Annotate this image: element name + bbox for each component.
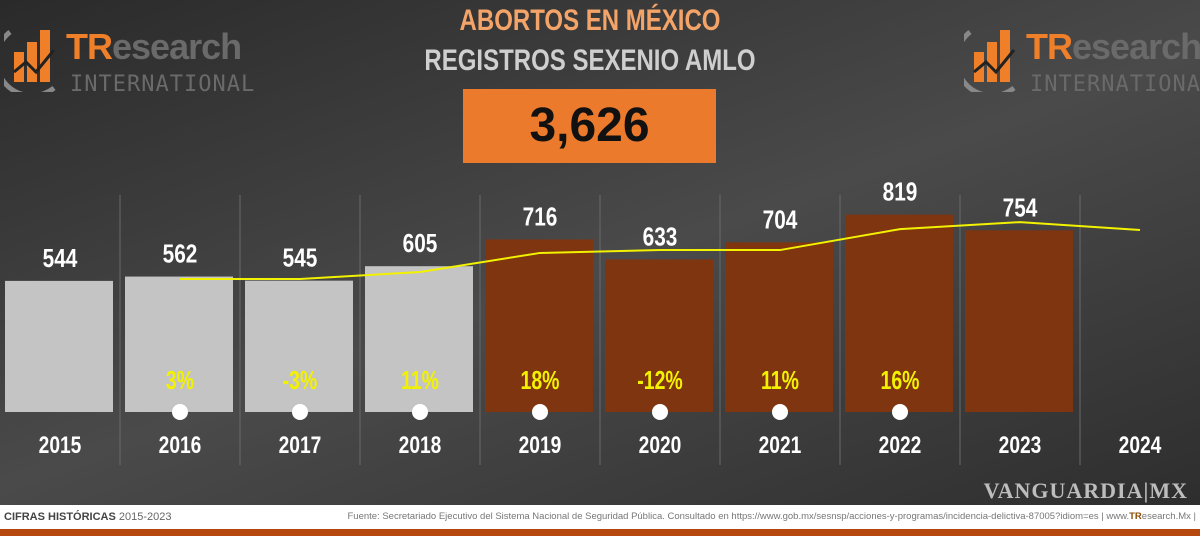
pct-change-label: 18% <box>520 365 559 394</box>
logo-right: TResearch INTERNATIONAL <box>964 22 1200 102</box>
year-label: 2023 <box>999 431 1042 459</box>
source-end: esearch.Mx | <box>1141 511 1196 522</box>
year-label: 2024 <box>1119 431 1162 459</box>
footer: CIFRAS HISTÓRICAS 2015-2023 Fuente: Secr… <box>0 505 1200 529</box>
footer-label: CIFRAS HISTÓRICAS <box>4 511 116 523</box>
logo-text: TR <box>66 26 113 67</box>
bar-2021 <box>725 242 833 412</box>
marker-dot <box>772 404 788 420</box>
value-label: 544 <box>43 244 78 273</box>
year-label: 2015 <box>39 431 82 459</box>
logo-text: TR <box>1026 26 1073 67</box>
value-label: 605 <box>403 229 438 258</box>
source-text: Fuente: Secretariado Ejecutivo del Siste… <box>347 511 1130 522</box>
marker-dot <box>652 404 668 420</box>
year-label: 2020 <box>639 431 682 459</box>
trend-line <box>180 221 1141 280</box>
bar-2015 <box>5 280 113 412</box>
value-label: 819 <box>883 177 918 206</box>
marker-dot <box>292 404 308 420</box>
bar-2023 <box>965 230 1073 412</box>
logo-subtext: INTERNATIONAL <box>1030 72 1200 97</box>
year-label: 2018 <box>399 431 442 459</box>
bar-2022 <box>845 214 953 412</box>
marker-dot <box>172 404 188 420</box>
total-value: 3,626 <box>463 89 716 163</box>
bar-2018 <box>365 266 473 412</box>
logo-bars-icon <box>4 30 56 92</box>
bar-2019 <box>485 239 593 412</box>
marker-dot <box>892 404 908 420</box>
bar-2016 <box>125 276 233 412</box>
marker-dot <box>412 404 428 420</box>
bar-chart: 544 2015 562 3% 2016 545 -3% 2017 605 11% 2018 716 1… <box>5 177 1162 465</box>
logo-left: TResearch INTERNATIONAL <box>4 22 254 102</box>
pct-change-label: 16% <box>880 365 919 394</box>
bar-2020 <box>605 259 713 412</box>
footer-strip <box>0 529 1200 536</box>
year-label: 2016 <box>159 431 202 459</box>
logo-bars-icon <box>964 30 1016 92</box>
pct-change-label: 11% <box>761 365 799 394</box>
watermark: VANGUARDIA|MX <box>983 478 1188 503</box>
value-label: 545 <box>283 243 318 272</box>
logo-subtext: INTERNATIONAL <box>70 72 256 97</box>
year-label: 2017 <box>279 431 322 459</box>
year-label: 2022 <box>879 431 922 459</box>
pct-change-label: -3% <box>283 365 318 394</box>
bar-2017 <box>245 280 353 412</box>
logo-text: esearch <box>1072 26 1200 67</box>
value-label: 754 <box>1003 193 1038 222</box>
pct-change-label: -12% <box>637 365 683 394</box>
chart-title: ABORTOS EN MÉXICO <box>459 4 721 37</box>
pct-change-label: 11% <box>401 365 439 394</box>
value-label: 562 <box>163 239 198 268</box>
value-label: 716 <box>523 202 558 231</box>
year-label: 2021 <box>759 431 802 459</box>
year-label: 2019 <box>519 431 562 459</box>
value-label: 704 <box>763 205 798 234</box>
pct-change-label: 3% <box>166 365 194 394</box>
chart-subtitle: REGISTROS SEXENIO AMLO <box>424 44 756 77</box>
footer-range: 2015-2023 <box>118 511 172 523</box>
marker-dot <box>532 404 548 420</box>
value-label: 633 <box>643 222 678 251</box>
source-brand: TR <box>1129 511 1142 522</box>
logo-text: esearch <box>112 26 242 67</box>
